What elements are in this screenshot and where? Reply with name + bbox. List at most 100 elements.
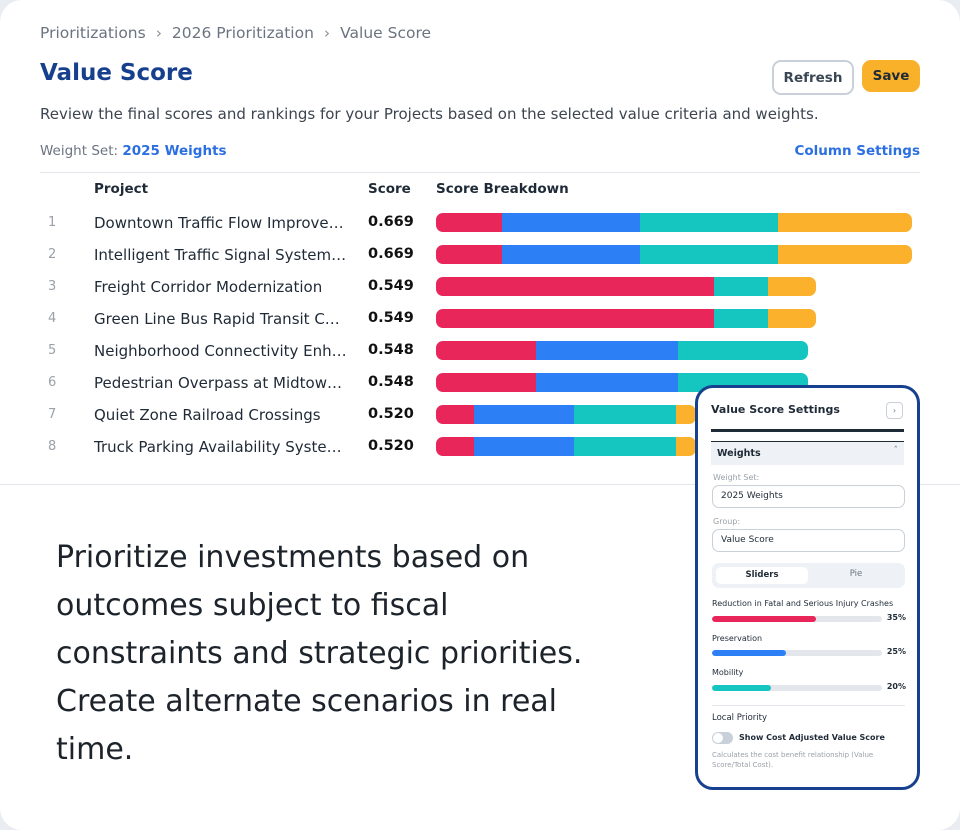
panel-divider [712, 705, 905, 706]
tab-sliders[interactable]: Sliders [716, 567, 808, 584]
chevron-right-icon[interactable]: › [886, 402, 903, 419]
row-score: 0.548 [368, 342, 414, 358]
row-rank: 1 [48, 215, 57, 230]
breadcrumb: Prioritizations › 2026 Prioritization › … [40, 24, 431, 42]
table-row[interactable]: 3 Freight Corridor Modernization 0.549 [40, 272, 920, 304]
group-select[interactable]: Value Score [712, 529, 905, 552]
slider-value-mobility: 20% [886, 682, 906, 691]
table-row[interactable]: 4 Green Line Bus Rapid Transit C… 0.549 [40, 304, 920, 336]
row-project-name[interactable]: Downtown Traffic Flow Improve… [94, 214, 344, 232]
bar-segment-preservation [502, 245, 640, 264]
weight-set-label: Weight Set: [40, 143, 119, 159]
row-project-name[interactable]: Truck Parking Availability Syste… [94, 438, 342, 456]
bar-segment-local [778, 213, 912, 232]
row-project-name[interactable]: Freight Corridor Modernization [94, 278, 323, 296]
refresh-button[interactable]: Refresh [772, 60, 854, 95]
bar-segment-mobility [640, 245, 778, 264]
cost-adjusted-help: Calculates the cost benefit relationship… [712, 751, 874, 769]
bar-segment-safety [436, 309, 714, 328]
header-score[interactable]: Score [368, 181, 411, 197]
switch-knob [713, 733, 723, 743]
row-project-name[interactable]: Quiet Zone Railroad Crossings [94, 406, 321, 424]
bar-segment-safety [436, 277, 714, 296]
bar-segment-safety [436, 373, 536, 392]
bar-segment-mobility [714, 309, 768, 328]
save-button[interactable]: Save [862, 60, 920, 92]
cost-adjusted-switch[interactable] [712, 732, 733, 744]
row-rank: 8 [48, 439, 57, 454]
header-project[interactable]: Project [94, 181, 149, 197]
local-priority-label: Local Priority [712, 713, 767, 723]
group-field-label: Group: [713, 517, 741, 526]
bar-segment-mobility [678, 341, 808, 360]
bar-segment-preservation [474, 405, 574, 424]
slider-label-preservation: Preservation [712, 634, 763, 643]
bar-segment-safety [436, 213, 502, 232]
row-project-name[interactable]: Green Line Bus Rapid Transit C… [94, 310, 340, 328]
page-title: Value Score [40, 60, 193, 86]
score-breakdown-bar [436, 405, 696, 424]
row-project-name[interactable]: Neighborhood Connectivity Enh… [94, 342, 347, 360]
breadcrumb-value-score: Value Score [340, 24, 432, 42]
table-row[interactable]: 7 Quiet Zone Railroad Crossings 0.520 [40, 400, 920, 432]
panel-rule [711, 429, 904, 432]
table-row[interactable]: 1 Downtown Traffic Flow Improve… 0.669 [40, 208, 920, 240]
slider-fill [712, 650, 786, 656]
bar-segment-preservation [502, 213, 640, 232]
breadcrumb-separator: › [155, 24, 162, 42]
bar-segment-preservation [536, 341, 678, 360]
row-score: 0.520 [368, 406, 414, 422]
bar-segment-safety [436, 245, 502, 264]
slider-fill [712, 685, 772, 691]
bar-segment-local [676, 437, 696, 456]
weights-section-label: Weights [717, 448, 761, 459]
bar-segment-preservation [474, 437, 574, 456]
slider-value-safety: 35% [886, 613, 906, 622]
bar-segment-preservation [536, 373, 678, 392]
tagline: Prioritize investments based on outcomes… [56, 540, 583, 767]
section-divider [0, 484, 960, 485]
row-rank: 3 [48, 279, 57, 294]
score-breakdown-bar [436, 437, 696, 456]
score-breakdown-bar [436, 245, 912, 264]
bar-segment-safety [436, 405, 474, 424]
score-breakdown-bar [436, 309, 816, 328]
row-rank: 7 [48, 407, 57, 422]
breadcrumb-2026-prioritization[interactable]: 2026 Prioritization [171, 24, 314, 42]
slider-value-preservation: 25% [886, 647, 906, 656]
table-row[interactable]: 8 Truck Parking Availability Syste… 0.520 [40, 432, 920, 464]
weight-set-link[interactable]: 2025 Weights [122, 143, 227, 159]
slider-preservation[interactable] [712, 650, 882, 656]
row-rank: 2 [48, 247, 57, 262]
row-score: 0.549 [368, 278, 414, 294]
weights-section-header[interactable]: Weights ˆ [711, 441, 904, 465]
bar-segment-mobility [714, 277, 768, 296]
slider-mobility[interactable] [712, 685, 882, 691]
page-description: Review the final scores and rankings for… [40, 105, 819, 123]
row-project-name[interactable]: Intelligent Traffic Signal System… [94, 246, 347, 264]
bar-segment-local [768, 309, 816, 328]
table-row[interactable]: 5 Neighborhood Connectivity Enh… 0.548 [40, 336, 920, 368]
breadcrumb-prioritizations[interactable]: Prioritizations [40, 24, 146, 42]
column-settings-link[interactable]: Column Settings [794, 143, 920, 159]
row-score: 0.669 [368, 214, 414, 230]
table-row[interactable]: 6 Pedestrian Overpass at Midtow… 0.548 [40, 368, 920, 400]
tab-pie[interactable]: Pie [849, 569, 863, 579]
score-breakdown-bar [436, 277, 816, 296]
score-breakdown-bar [436, 213, 912, 232]
slider-safety[interactable] [712, 616, 882, 622]
bar-segment-safety [436, 437, 474, 456]
weight-set-field-label: Weight Set: [713, 473, 760, 482]
value-score-settings-panel: Value Score Settings › Weights ˆ Weight … [695, 385, 920, 790]
row-rank: 5 [48, 343, 57, 358]
row-project-name[interactable]: Pedestrian Overpass at Midtow… [94, 374, 342, 392]
bar-segment-safety [436, 341, 536, 360]
chevron-up-icon: ˆ [893, 446, 899, 456]
table-row[interactable]: 2 Intelligent Traffic Signal System… 0.669 [40, 240, 920, 272]
bar-segment-mobility [640, 213, 778, 232]
row-score: 0.669 [368, 246, 414, 262]
view-mode-toggle: Sliders Pie [712, 563, 905, 588]
cost-adjusted-label: Show Cost Adjusted Value Score [739, 733, 885, 742]
weight-set-select[interactable]: 2025 Weights [712, 485, 905, 508]
